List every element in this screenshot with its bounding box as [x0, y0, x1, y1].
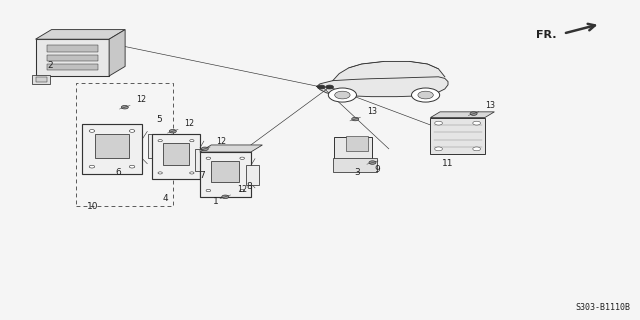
Bar [195, 149, 209, 171]
Text: 5: 5 [156, 116, 161, 124]
Text: 12: 12 [237, 185, 247, 194]
Bar [95, 134, 129, 158]
Circle shape [435, 121, 442, 125]
Polygon shape [200, 145, 262, 152]
Polygon shape [109, 30, 125, 76]
Text: 7: 7 [200, 171, 205, 180]
Circle shape [189, 140, 194, 142]
Text: 10: 10 [87, 202, 99, 211]
Text: 2: 2 [47, 61, 52, 70]
Text: 12: 12 [136, 95, 147, 104]
Polygon shape [430, 112, 494, 118]
Circle shape [473, 121, 481, 125]
Bar [36, 39, 109, 76]
Circle shape [221, 195, 229, 198]
Text: S303-B1110B: S303-B1110B [575, 303, 630, 312]
Bar [346, 136, 368, 151]
Circle shape [317, 85, 325, 89]
Circle shape [435, 147, 442, 151]
Circle shape [352, 117, 359, 121]
Bar [200, 152, 251, 197]
Bar [430, 118, 485, 155]
Text: 9: 9 [375, 165, 380, 174]
Bar [47, 55, 98, 61]
Text: 4: 4 [163, 194, 168, 203]
Circle shape [328, 88, 356, 102]
Bar [246, 165, 259, 185]
Circle shape [418, 91, 433, 99]
Text: 13: 13 [367, 107, 377, 116]
Circle shape [326, 85, 333, 89]
Circle shape [158, 140, 163, 142]
Circle shape [470, 112, 477, 115]
Bar [163, 143, 189, 165]
Bar [82, 124, 142, 173]
Text: 1: 1 [213, 197, 218, 206]
Circle shape [189, 172, 194, 174]
Circle shape [473, 147, 481, 151]
Circle shape [206, 189, 211, 192]
Circle shape [240, 189, 244, 192]
Text: 6: 6 [116, 168, 121, 177]
Circle shape [129, 130, 135, 132]
Circle shape [206, 157, 211, 159]
Text: 3: 3 [355, 168, 360, 177]
Bar [211, 161, 239, 182]
Bar [334, 137, 372, 161]
Circle shape [201, 147, 209, 150]
Bar [47, 64, 98, 70]
Polygon shape [317, 77, 448, 97]
Bar [47, 45, 98, 52]
Text: 11: 11 [442, 159, 454, 168]
Bar [152, 134, 200, 179]
Circle shape [169, 130, 177, 133]
Bar [76, 83, 173, 206]
Bar [32, 75, 50, 84]
Bar [333, 157, 377, 172]
Circle shape [129, 165, 135, 168]
Circle shape [89, 165, 95, 168]
Circle shape [369, 161, 376, 164]
Circle shape [158, 172, 163, 174]
Circle shape [412, 88, 440, 102]
Polygon shape [36, 30, 125, 39]
Circle shape [89, 130, 95, 132]
Circle shape [240, 157, 244, 159]
Circle shape [335, 91, 350, 99]
Text: FR.: FR. [536, 30, 557, 40]
Text: 13: 13 [485, 101, 495, 110]
Text: 12: 12 [184, 119, 195, 128]
Circle shape [122, 105, 129, 109]
Bar [36, 77, 47, 83]
Text: 8: 8 [247, 182, 252, 191]
Polygon shape [333, 61, 445, 82]
Bar [148, 133, 168, 157]
Text: 12: 12 [216, 137, 227, 146]
